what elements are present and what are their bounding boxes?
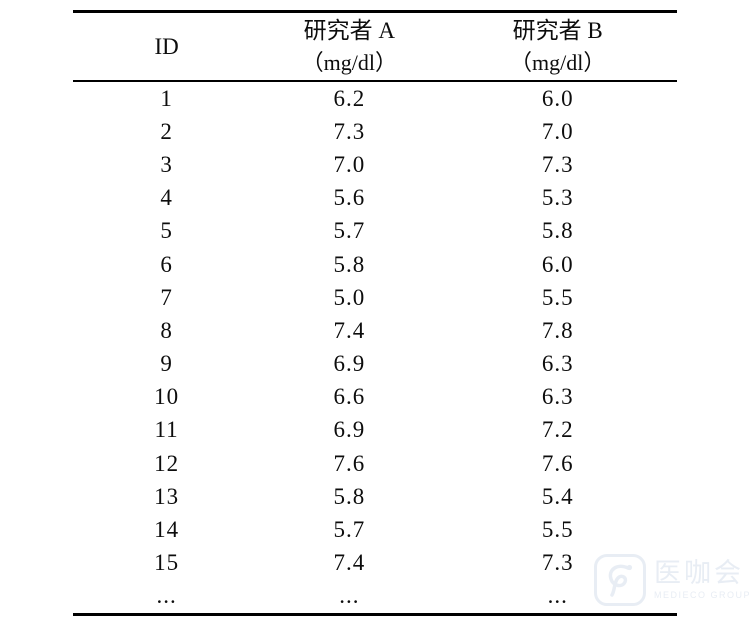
cell-id: ... — [156, 583, 177, 609]
cell-researcher-a-value: ... — [339, 583, 360, 609]
table-row: 3 7.0 7.3 — [73, 148, 677, 181]
table-row: 11 6.9 7.2 — [73, 414, 677, 447]
cell-researcher-a-value: 6.6 — [333, 384, 366, 410]
cell-id: 9 — [160, 351, 173, 377]
table-row: 12 7.6 7.6 — [73, 447, 677, 480]
column-header-id: ID — [73, 11, 261, 82]
cell-id: 12 — [154, 450, 180, 476]
table-row: 7 5.0 5.5 — [73, 281, 677, 314]
table-row: 13 5.8 5.4 — [73, 480, 677, 513]
table-header-row: ID 研究者 A （mg/dl） 研究者 B （mg/dl） — [73, 11, 677, 82]
column-header-researcher-b: 研究者 B （mg/dl） — [438, 11, 677, 82]
table-row: 15 7.4 7.3 — [73, 547, 677, 580]
cell-researcher-a-value: 7.3 — [333, 118, 366, 144]
cell-id: 3 — [160, 151, 173, 177]
cell-id: 5 — [160, 218, 173, 244]
cell-id: 14 — [154, 517, 180, 543]
cell-id: 4 — [160, 185, 173, 211]
cell-researcher-b-value: 5.5 — [541, 284, 574, 310]
cell-researcher-b-value: 6.3 — [541, 384, 574, 410]
table-row: 2 7.3 7.0 — [73, 115, 677, 148]
cell-id: 13 — [154, 483, 180, 509]
table-row: 4 5.6 5.3 — [73, 182, 677, 215]
cell-researcher-b-value: 7.3 — [541, 151, 574, 177]
cell-researcher-a-value: 7.4 — [333, 550, 366, 576]
cell-researcher-b-value: 5.4 — [541, 483, 574, 509]
table-row: 9 6.9 6.3 — [73, 348, 677, 381]
cell-researcher-b-value: 7.2 — [541, 417, 574, 443]
column-header-researcher-b-label: 研究者 B — [512, 17, 603, 43]
column-header-researcher-b-unit: （mg/dl） — [510, 49, 606, 75]
cell-id: 10 — [154, 384, 180, 410]
cell-researcher-b-value: 7.6 — [541, 450, 574, 476]
table-row: 1 6.2 6.0 — [73, 81, 677, 115]
table-header: ID 研究者 A （mg/dl） 研究者 B （mg/dl） — [73, 11, 677, 82]
table-body: 1 6.2 6.0 2 7.3 7.0 3 7.0 7.3 4 5.6 5.3 … — [73, 81, 677, 615]
cell-researcher-b-value: 5.5 — [541, 517, 574, 543]
table-row: 5 5.7 5.8 — [73, 215, 677, 248]
column-header-id-label: ID — [154, 33, 179, 59]
cell-id: 6 — [160, 251, 173, 277]
table-row: ... ... ... — [73, 580, 677, 615]
cell-researcher-a-value: 5.8 — [333, 251, 366, 277]
cell-researcher-b-value: 6.0 — [541, 251, 574, 277]
measurement-table-container: ID 研究者 A （mg/dl） 研究者 B （mg/dl） 1 6.2 6.0 2… — [73, 10, 677, 616]
column-header-researcher-a: 研究者 A （mg/dl） — [260, 11, 439, 82]
cell-id: 11 — [154, 417, 179, 443]
column-header-researcher-a-unit: （mg/dl） — [301, 49, 397, 75]
cell-researcher-b-value: 5.3 — [541, 185, 574, 211]
cell-id: 15 — [154, 550, 180, 576]
cell-researcher-a-value: 7.4 — [333, 317, 366, 343]
column-header-researcher-a-label: 研究者 A — [303, 17, 395, 43]
cell-id: 1 — [160, 85, 173, 111]
cell-researcher-b-value: 6.3 — [541, 351, 574, 377]
cell-researcher-a-value: 7.6 — [333, 450, 366, 476]
cell-researcher-b-value: 6.0 — [541, 85, 574, 111]
table-row: 8 7.4 7.8 — [73, 314, 677, 347]
table-row: 6 5.8 6.0 — [73, 248, 677, 281]
measurement-table: ID 研究者 A （mg/dl） 研究者 B （mg/dl） 1 6.2 6.0 2… — [73, 10, 677, 616]
cell-researcher-a-value: 7.0 — [333, 151, 366, 177]
cell-id: 7 — [160, 284, 173, 310]
cell-researcher-a-value: 5.8 — [333, 483, 366, 509]
cell-researcher-b-value: 5.8 — [541, 218, 574, 244]
cell-researcher-a-value: 6.9 — [333, 351, 366, 377]
cell-researcher-a-value: 5.7 — [333, 218, 366, 244]
cell-id: 8 — [160, 317, 173, 343]
cell-researcher-a-value: 5.0 — [333, 284, 366, 310]
cell-researcher-a-value: 6.2 — [333, 85, 366, 111]
cell-researcher-a-value: 5.7 — [333, 517, 366, 543]
cell-researcher-b-value: 7.3 — [541, 550, 574, 576]
cell-researcher-b-value: 7.8 — [541, 317, 574, 343]
cell-id: 2 — [160, 118, 173, 144]
table-row: 10 6.6 6.3 — [73, 381, 677, 414]
cell-researcher-b-value: ... — [547, 583, 568, 609]
table-row: 14 5.7 5.5 — [73, 513, 677, 546]
cell-researcher-a-value: 5.6 — [333, 185, 366, 211]
cell-researcher-a-value: 6.9 — [333, 417, 366, 443]
cell-researcher-b-value: 7.0 — [541, 118, 574, 144]
